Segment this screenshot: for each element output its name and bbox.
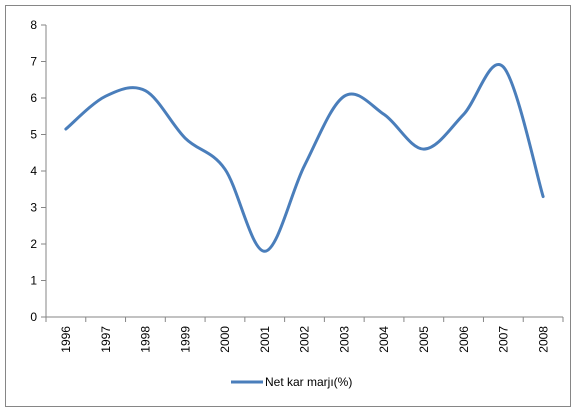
x-tick-label: 2006 [457, 326, 471, 353]
legend: Net kar marjı(%) [231, 375, 352, 389]
x-tick-label: 1997 [99, 326, 113, 353]
legend-label: Net kar marjı(%) [265, 375, 352, 389]
y-tick-label: 7 [30, 55, 37, 69]
x-tick-label: 2001 [258, 326, 272, 353]
y-tick-label: 0 [30, 310, 37, 324]
x-tick-label: 2003 [337, 326, 351, 353]
x-tick-label: 2007 [497, 326, 511, 353]
x-axis-ticks: 1996 1997 1998 1999 2000 2001 2002 2003 2004 2005… [45, 317, 564, 353]
y-axis-ticks: 0 1 2 3 4 5 6 7 8 [30, 18, 46, 324]
y-tick-label: 6 [30, 91, 37, 105]
y-tick-label: 5 [30, 128, 37, 142]
series-line [64, 63, 545, 253]
x-tick-label: 2004 [377, 326, 391, 353]
y-tick-label: 2 [30, 237, 37, 251]
y-tick-label: 4 [30, 164, 37, 178]
x-tick-label: 1996 [59, 326, 73, 353]
x-tick-label: 1999 [178, 326, 192, 353]
x-tick-label: 2000 [218, 326, 232, 353]
x-tick-label: 2002 [298, 326, 312, 353]
y-tick-label: 3 [30, 201, 37, 215]
axes [45, 25, 563, 318]
y-tick-label: 8 [30, 18, 37, 32]
x-tick-label: 1998 [139, 326, 153, 353]
x-tick-label: 2008 [536, 326, 550, 353]
series-layer [64, 63, 545, 253]
y-tick-label: 1 [30, 274, 37, 288]
x-tick-label: 2005 [417, 326, 431, 353]
